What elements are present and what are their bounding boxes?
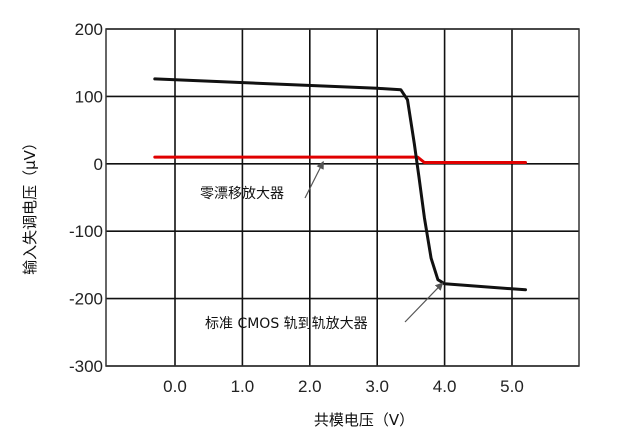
x-axis-title: 共模电压（V） bbox=[314, 411, 414, 429]
y-tick-label: -100 bbox=[69, 222, 103, 241]
y-tick-label: -300 bbox=[69, 357, 103, 376]
x-tick-labels: 0.0 1.0 2.0 3.0 4.0 5.0 bbox=[163, 377, 524, 396]
y-tick-label: -200 bbox=[69, 290, 103, 309]
series-line-1 bbox=[153, 155, 527, 164]
x-tick-label: 5.0 bbox=[500, 377, 524, 396]
y-tick-labels: 200 100 0 -100 -200 -300 bbox=[69, 20, 103, 376]
y-tick-label: 200 bbox=[75, 20, 103, 39]
y-axis-title: 输入失调电压（µV） bbox=[21, 135, 39, 275]
plot-border bbox=[105, 28, 580, 367]
x-tick-label: 4.0 bbox=[433, 377, 457, 396]
x-tick-label: 2.0 bbox=[298, 377, 322, 396]
y-tick-label: 100 bbox=[75, 87, 103, 106]
annotation-arrow bbox=[304, 160, 324, 199]
x-tick-label: 1.0 bbox=[231, 377, 255, 396]
x-tick-label: 3.0 bbox=[365, 377, 389, 396]
series-line-2 bbox=[153, 77, 527, 292]
annotation-label: 标准 CMOS 轨到轨放大器 bbox=[205, 316, 368, 332]
annotation-arrow bbox=[404, 282, 444, 323]
annotation-label: 零漂移放大器 bbox=[200, 186, 284, 202]
plot-area bbox=[106, 29, 579, 366]
y-tick-label: 0 bbox=[94, 155, 103, 174]
x-tick-label: 0.0 bbox=[163, 377, 187, 396]
series-group bbox=[153, 77, 527, 292]
